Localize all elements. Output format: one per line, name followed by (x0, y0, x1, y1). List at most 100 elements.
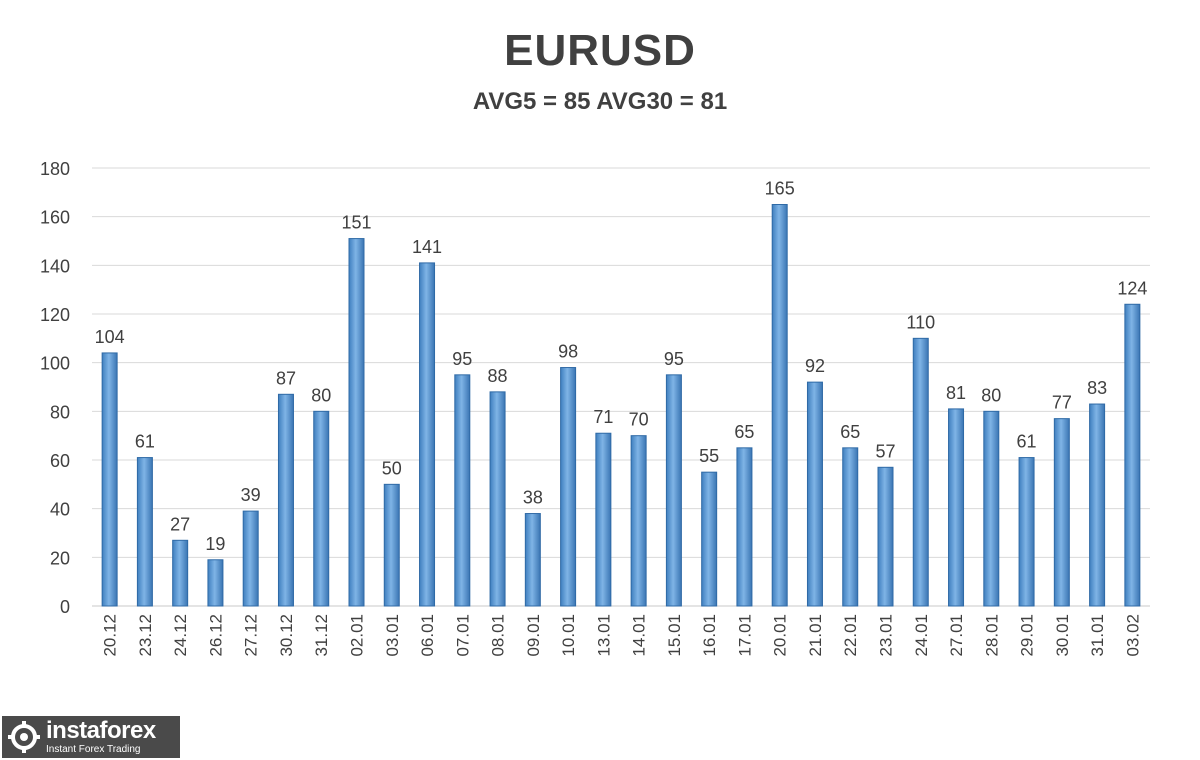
chart-subtitle: AVG5 = 85 AVG30 = 81 (472, 88, 728, 115)
bar (912, 337, 929, 607)
x-tick-label: 26.12 (206, 614, 225, 657)
data-label: 65 (734, 422, 754, 442)
data-label: 87 (276, 368, 296, 388)
bar (242, 510, 259, 607)
y-tick-label: 80 (50, 402, 70, 422)
data-label: 61 (135, 432, 155, 452)
x-tick-label: 15.01 (665, 614, 684, 657)
gear-logo-icon (8, 721, 40, 753)
bar (630, 435, 647, 607)
x-tick-label: 31.12 (312, 614, 331, 657)
bar (383, 483, 400, 607)
x-tick-label: 20.12 (101, 614, 120, 657)
data-label: 50 (382, 458, 402, 478)
bar (172, 539, 189, 607)
bar (207, 559, 224, 607)
data-label: 88 (488, 366, 508, 386)
bar (806, 381, 823, 607)
bar (524, 513, 541, 607)
data-label: 57 (875, 441, 895, 461)
y-tick-label: 140 (40, 256, 70, 276)
y-axis: 0 20 40 60 80 100 120 140 160 180 (40, 159, 70, 617)
brand-tagline: Instant Forex Trading (46, 744, 141, 755)
data-label: 77 (1052, 393, 1072, 413)
x-tick-label: 14.01 (630, 614, 649, 657)
data-label: 83 (1087, 378, 1107, 398)
y-tick-label: 40 (50, 500, 70, 520)
x-tick-label: 24.01 (912, 614, 931, 657)
bar (877, 466, 894, 607)
gridlines (92, 167, 1150, 607)
data-label: 95 (452, 349, 472, 369)
bar (771, 204, 788, 607)
y-tick-label: 20 (50, 548, 70, 568)
x-tick-label: 23.01 (877, 614, 896, 657)
x-tick-label: 28.01 (982, 614, 1001, 657)
x-tick-label: 16.01 (700, 614, 719, 657)
brand-name: instaforex (46, 717, 156, 744)
y-tick-label: 0 (60, 597, 70, 617)
x-axis: 20.12 23.12 24.12 26.12 27.12 30.12 31.12 02.01… (101, 614, 1143, 657)
bar (419, 262, 436, 607)
bar (665, 374, 682, 607)
data-label: 81 (946, 383, 966, 403)
data-labels: 104 61 27 19 39 87 80 151 50 141 95 88 38 98 71 70 95 55 6… (95, 179, 1148, 554)
data-label: 92 (805, 356, 825, 376)
y-tick-label: 180 (40, 159, 70, 179)
data-label: 61 (1017, 432, 1037, 452)
data-label: 70 (629, 410, 649, 430)
data-label: 98 (558, 342, 578, 362)
data-label: 55 (699, 446, 719, 466)
bar (560, 367, 577, 607)
y-tick-label: 60 (50, 451, 70, 471)
bar (348, 238, 365, 607)
bar (736, 447, 753, 607)
bar (595, 432, 612, 607)
data-label: 110 (906, 312, 935, 332)
data-label: 141 (412, 237, 442, 257)
bar (1053, 418, 1070, 607)
x-tick-label: 24.12 (171, 614, 190, 657)
bar (842, 447, 859, 607)
x-tick-label: 23.12 (136, 614, 155, 657)
data-label: 71 (593, 407, 613, 427)
bar (101, 352, 118, 607)
bar-chart: 0 20 40 60 80 100 120 140 160 180 104 61 27 19 39 87 80… (40, 159, 1150, 657)
x-tick-label: 09.01 (524, 614, 543, 657)
x-tick-label: 30.01 (1053, 614, 1072, 657)
data-label: 80 (981, 385, 1001, 405)
bar (454, 374, 471, 607)
x-tick-label: 20.01 (771, 614, 790, 657)
data-label: 80 (311, 385, 331, 405)
bar (701, 471, 718, 607)
x-tick-label: 02.01 (348, 614, 367, 657)
y-tick-label: 100 (40, 354, 70, 374)
data-label: 165 (765, 179, 795, 199)
x-tick-label: 03.01 (383, 614, 402, 657)
data-label: 38 (523, 488, 543, 508)
x-tick-label: 03.02 (1123, 614, 1142, 657)
x-tick-label: 27.12 (242, 614, 261, 657)
y-tick-label: 120 (40, 305, 70, 325)
bar (277, 393, 294, 607)
bar (313, 410, 330, 607)
x-tick-label: 13.01 (594, 614, 613, 657)
x-tick-label: 29.01 (1018, 614, 1037, 657)
bars (101, 204, 1141, 607)
x-tick-label: 06.01 (418, 614, 437, 657)
x-tick-label: 10.01 (559, 614, 578, 657)
data-label: 124 (1117, 278, 1147, 298)
data-label: 27 (170, 514, 190, 534)
bar (1124, 303, 1141, 607)
x-tick-label: 08.01 (489, 614, 508, 657)
x-tick-label: 22.01 (841, 614, 860, 657)
x-tick-label: 31.01 (1088, 614, 1107, 657)
x-tick-label: 27.01 (947, 614, 966, 657)
data-label: 104 (95, 327, 125, 347)
data-label: 65 (840, 422, 860, 442)
bar (948, 408, 965, 607)
x-tick-label: 17.01 (735, 614, 754, 657)
x-tick-label: 07.01 (453, 614, 472, 657)
bar (1018, 457, 1035, 607)
